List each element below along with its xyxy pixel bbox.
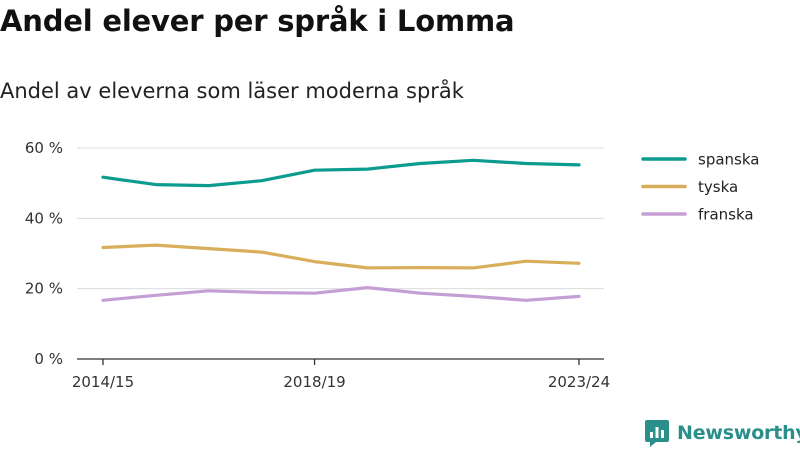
x-axis: 2014/15 2018/19 2023/24 bbox=[72, 358, 610, 391]
legend-label-tyska: tyska bbox=[698, 178, 738, 196]
chart-title: Andel elever per språk i Lomma bbox=[0, 4, 515, 38]
legend-label-spanska: spanska bbox=[698, 151, 759, 169]
y-tick-label: 20 % bbox=[25, 280, 63, 298]
x-tick-label: 2023/24 bbox=[548, 373, 610, 391]
newsworthy-logo: Newsworthy bbox=[644, 418, 800, 448]
x-tick-label: 2014/15 bbox=[72, 373, 134, 391]
legend: spanska tyska franska bbox=[641, 151, 759, 224]
y-tick-label: 60 % bbox=[25, 139, 63, 157]
legend-label-franska: franska bbox=[698, 206, 754, 224]
series-line-franska bbox=[101, 286, 581, 302]
series-line-spanska bbox=[101, 158, 581, 188]
y-tick-label: 40 % bbox=[25, 209, 63, 227]
y-axis-tick-labels: 0 % 20 % 40 % 60 % bbox=[25, 139, 63, 368]
newsworthy-icon bbox=[645, 420, 669, 447]
series-lines bbox=[101, 158, 581, 302]
chart-subtitle: Andel av eleverna som läser moderna språ… bbox=[0, 79, 464, 103]
x-tick-label: 2018/19 bbox=[283, 373, 345, 391]
series-line-tyska bbox=[101, 243, 581, 270]
brand-name: Newsworthy bbox=[677, 422, 800, 444]
y-tick-label: 0 % bbox=[34, 350, 63, 368]
grid-lines bbox=[77, 147, 604, 290]
